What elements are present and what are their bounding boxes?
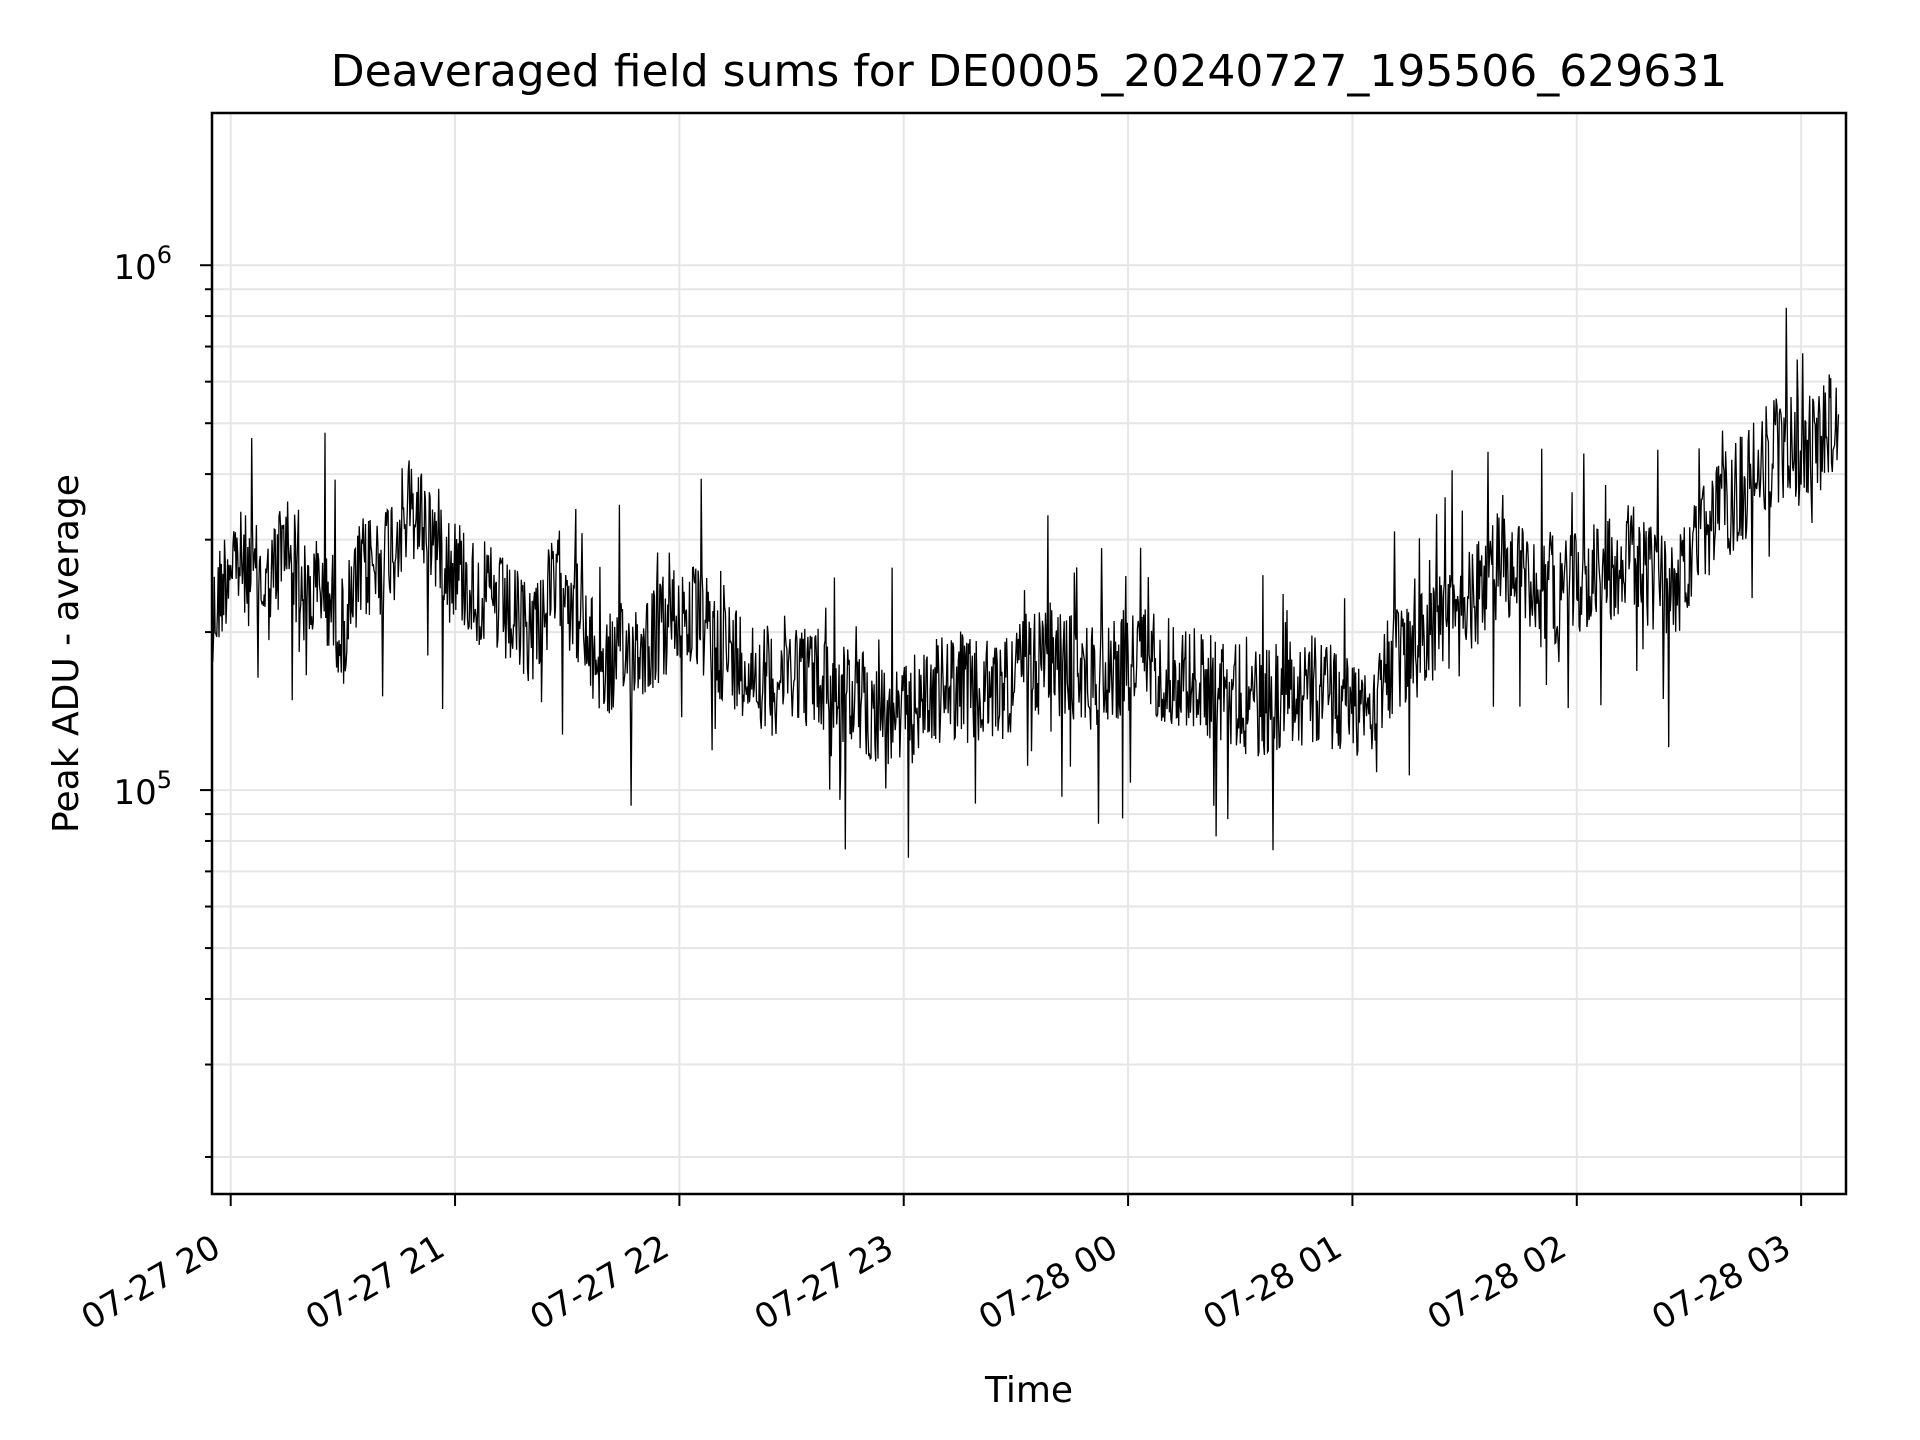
chart-title: Deaveraged field sums for DE0005_2024072… [331, 46, 1728, 97]
x-axis-label: Time [984, 1370, 1073, 1411]
y-tick-label-base: 10 [113, 773, 156, 813]
series-layer [211, 307, 1840, 858]
y-tick-label-base: 10 [113, 248, 156, 288]
y-tick-label-exponent: 6 [157, 241, 172, 269]
series-line [211, 307, 1840, 858]
y-tick-label-exponent: 5 [157, 766, 172, 794]
y-axis-label: Peak ADU - average [46, 474, 87, 833]
y-tick-label: 106 [113, 241, 172, 288]
axes-frame [210, 111, 1848, 1196]
y-tick-label: 105 [113, 766, 172, 813]
